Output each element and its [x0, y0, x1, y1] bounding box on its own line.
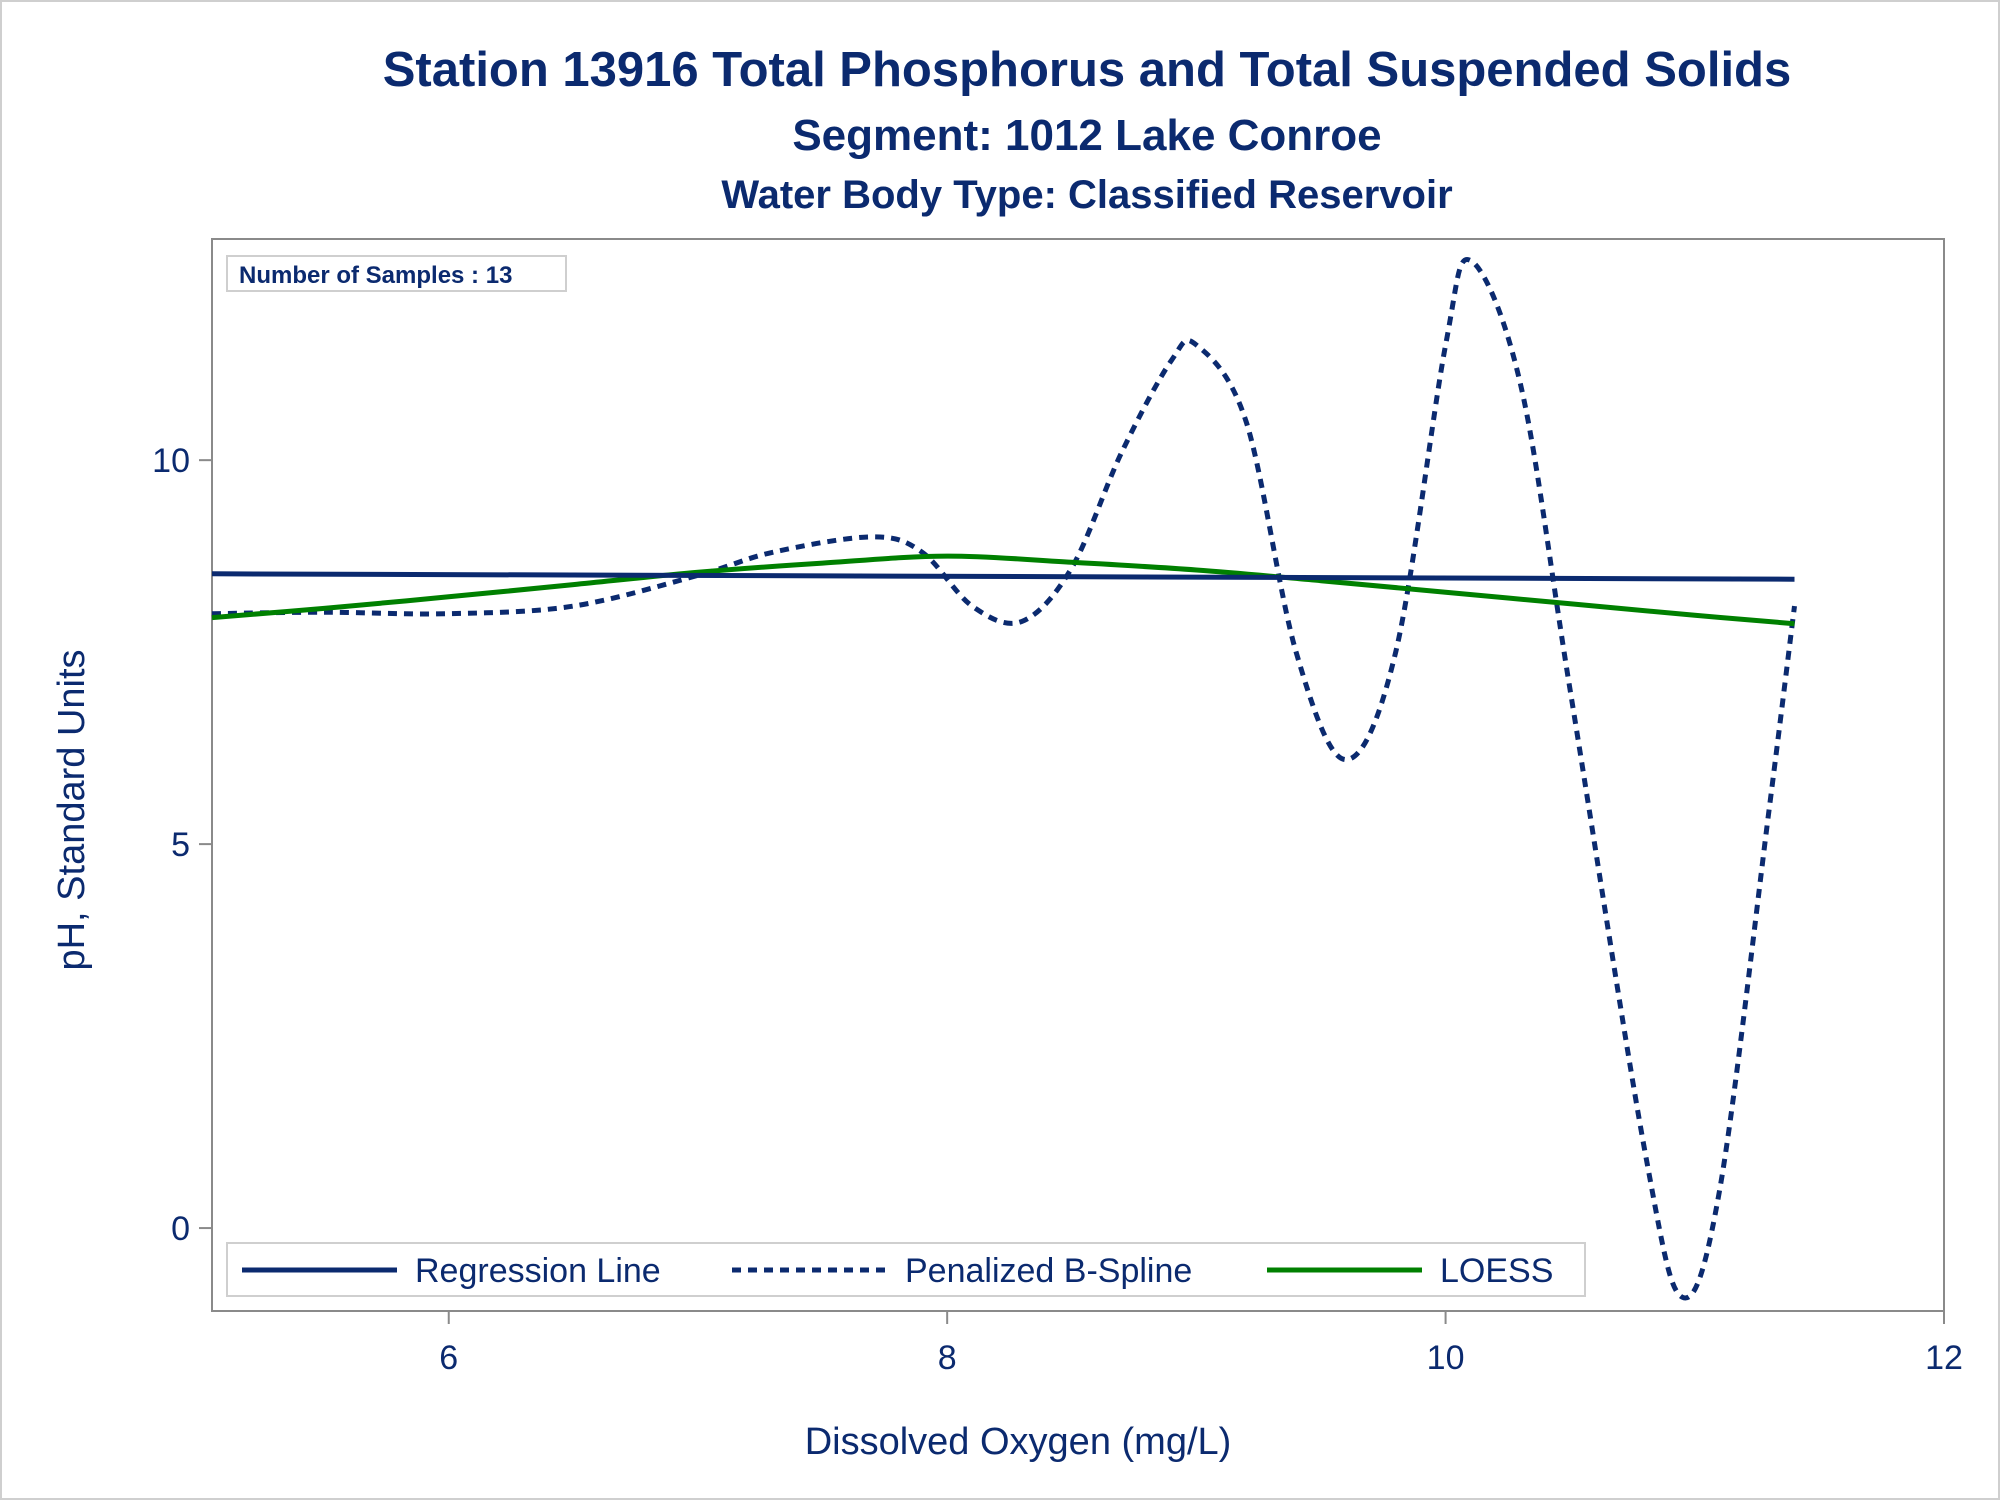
- inset-box: [226, 255, 567, 292]
- legend-label-loess: LOESS: [1440, 1252, 1553, 1290]
- sample-count-label: Number of Samples : 13: [239, 262, 512, 289]
- x-tick-label: 10: [1427, 1339, 1465, 1377]
- y-tick-label: 10: [152, 442, 190, 480]
- y-tick-label: 5: [171, 826, 190, 864]
- x-axis-title: Dissolved Oxygen (mg/L): [805, 1421, 1232, 1463]
- y-tick-label: 0: [171, 1210, 190, 1248]
- series-line-penalized-b-spline: [211, 257, 1797, 1301]
- x-tick-label: 12: [1925, 1339, 1963, 1377]
- plot-area-border: [211, 238, 1945, 1312]
- chart-subtitle: Segment: 1012 Lake Conroe: [792, 111, 1381, 160]
- legend-label-regression-line: Regression Line: [415, 1252, 661, 1290]
- x-tick-label: 6: [439, 1339, 458, 1377]
- series-line-regression-line: [211, 571, 1795, 582]
- series-line-loess: [211, 553, 1795, 627]
- chart-title: Station 13916 Total Phosphorus and Total…: [383, 43, 1792, 97]
- legend: Regression Line Penalized B-Spline LOESS: [226, 1242, 1586, 1297]
- sample-count-inset: Number of Samples : 13: [226, 255, 567, 292]
- chart-subtitle-2: Water Body Type: Classified Reservoir: [721, 173, 1452, 217]
- y-axis-title: pH, Standard Units: [51, 649, 93, 970]
- x-tick-label: 8: [938, 1339, 957, 1377]
- legend-label-penalized-b-spline: Penalized B-Spline: [905, 1252, 1192, 1290]
